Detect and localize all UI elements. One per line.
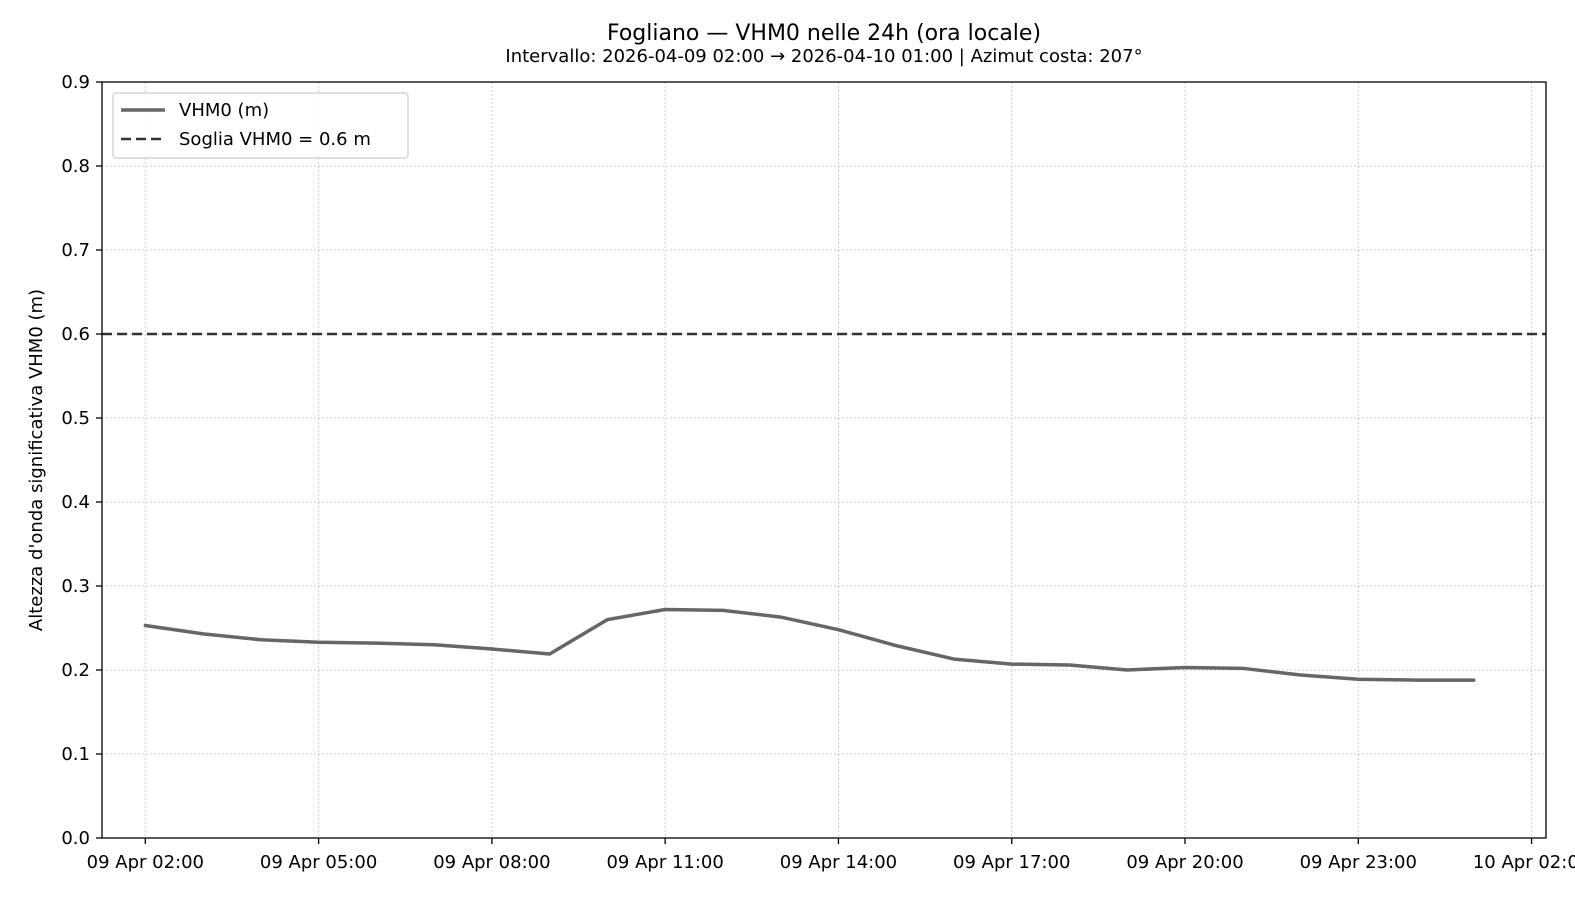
x-tick-label: 09 Apr 14:00	[780, 852, 897, 873]
plot-frame	[101, 81, 1547, 839]
legend-box	[112, 92, 409, 159]
y-tick-label: 0.5	[61, 408, 90, 429]
y-tick-label: 0.3	[61, 576, 90, 597]
y-tick-label: 0.4	[61, 492, 90, 513]
y-tick-label: 0.8	[61, 156, 90, 177]
legend: VHM0 (m) Soglia VHM0 = 0.6 m	[112, 92, 409, 159]
series-group	[143, 607, 1476, 682]
x-tick-label: 09 Apr 05:00	[260, 852, 377, 873]
y-axis: 0.0 0.1 0.2 0.3 0.4 0.5 0.6 0.7 0.8 0.9	[61, 72, 102, 849]
legend-label-vhm0: VHM0 (m)	[179, 100, 269, 121]
x-tick-label: 10 Apr 02:00	[1473, 852, 1575, 873]
x-tick-label: 09 Apr 08:00	[433, 852, 550, 873]
y-tick-label: 0.0	[61, 828, 90, 849]
x-tick-label: 09 Apr 02:00	[87, 852, 204, 873]
y-tick-label: 0.1	[61, 744, 90, 765]
x-tick-label: 09 Apr 23:00	[1300, 852, 1417, 873]
x-tick-label: 09 Apr 11:00	[606, 852, 723, 873]
y-tick-label: 0.9	[61, 72, 90, 93]
x-tick-label: 09 Apr 17:00	[953, 852, 1070, 873]
chart-subtitle: Intervallo: 2026-04-09 02:00 → 2026-04-1…	[505, 46, 1142, 67]
grid	[102, 81, 1546, 839]
x-axis: 09 Apr 02:00 09 Apr 05:00 09 Apr 08:00 09 A…	[87, 838, 1575, 873]
y-axis-label: Altezza d'onda significativa VHM0 (m)	[26, 289, 47, 631]
legend-label-threshold: Soglia VHM0 = 0.6 m	[179, 129, 371, 150]
series-line-vhm0	[143, 607, 1476, 682]
x-tick-label: 09 Apr 20:00	[1126, 852, 1243, 873]
y-tick-label: 0.7	[61, 240, 90, 261]
y-tick-label: 0.2	[61, 660, 90, 681]
y-tick-label: 0.6	[61, 324, 90, 345]
chart-title: Fogliano — VHM0 nelle 24h (ora locale)	[607, 21, 1041, 46]
